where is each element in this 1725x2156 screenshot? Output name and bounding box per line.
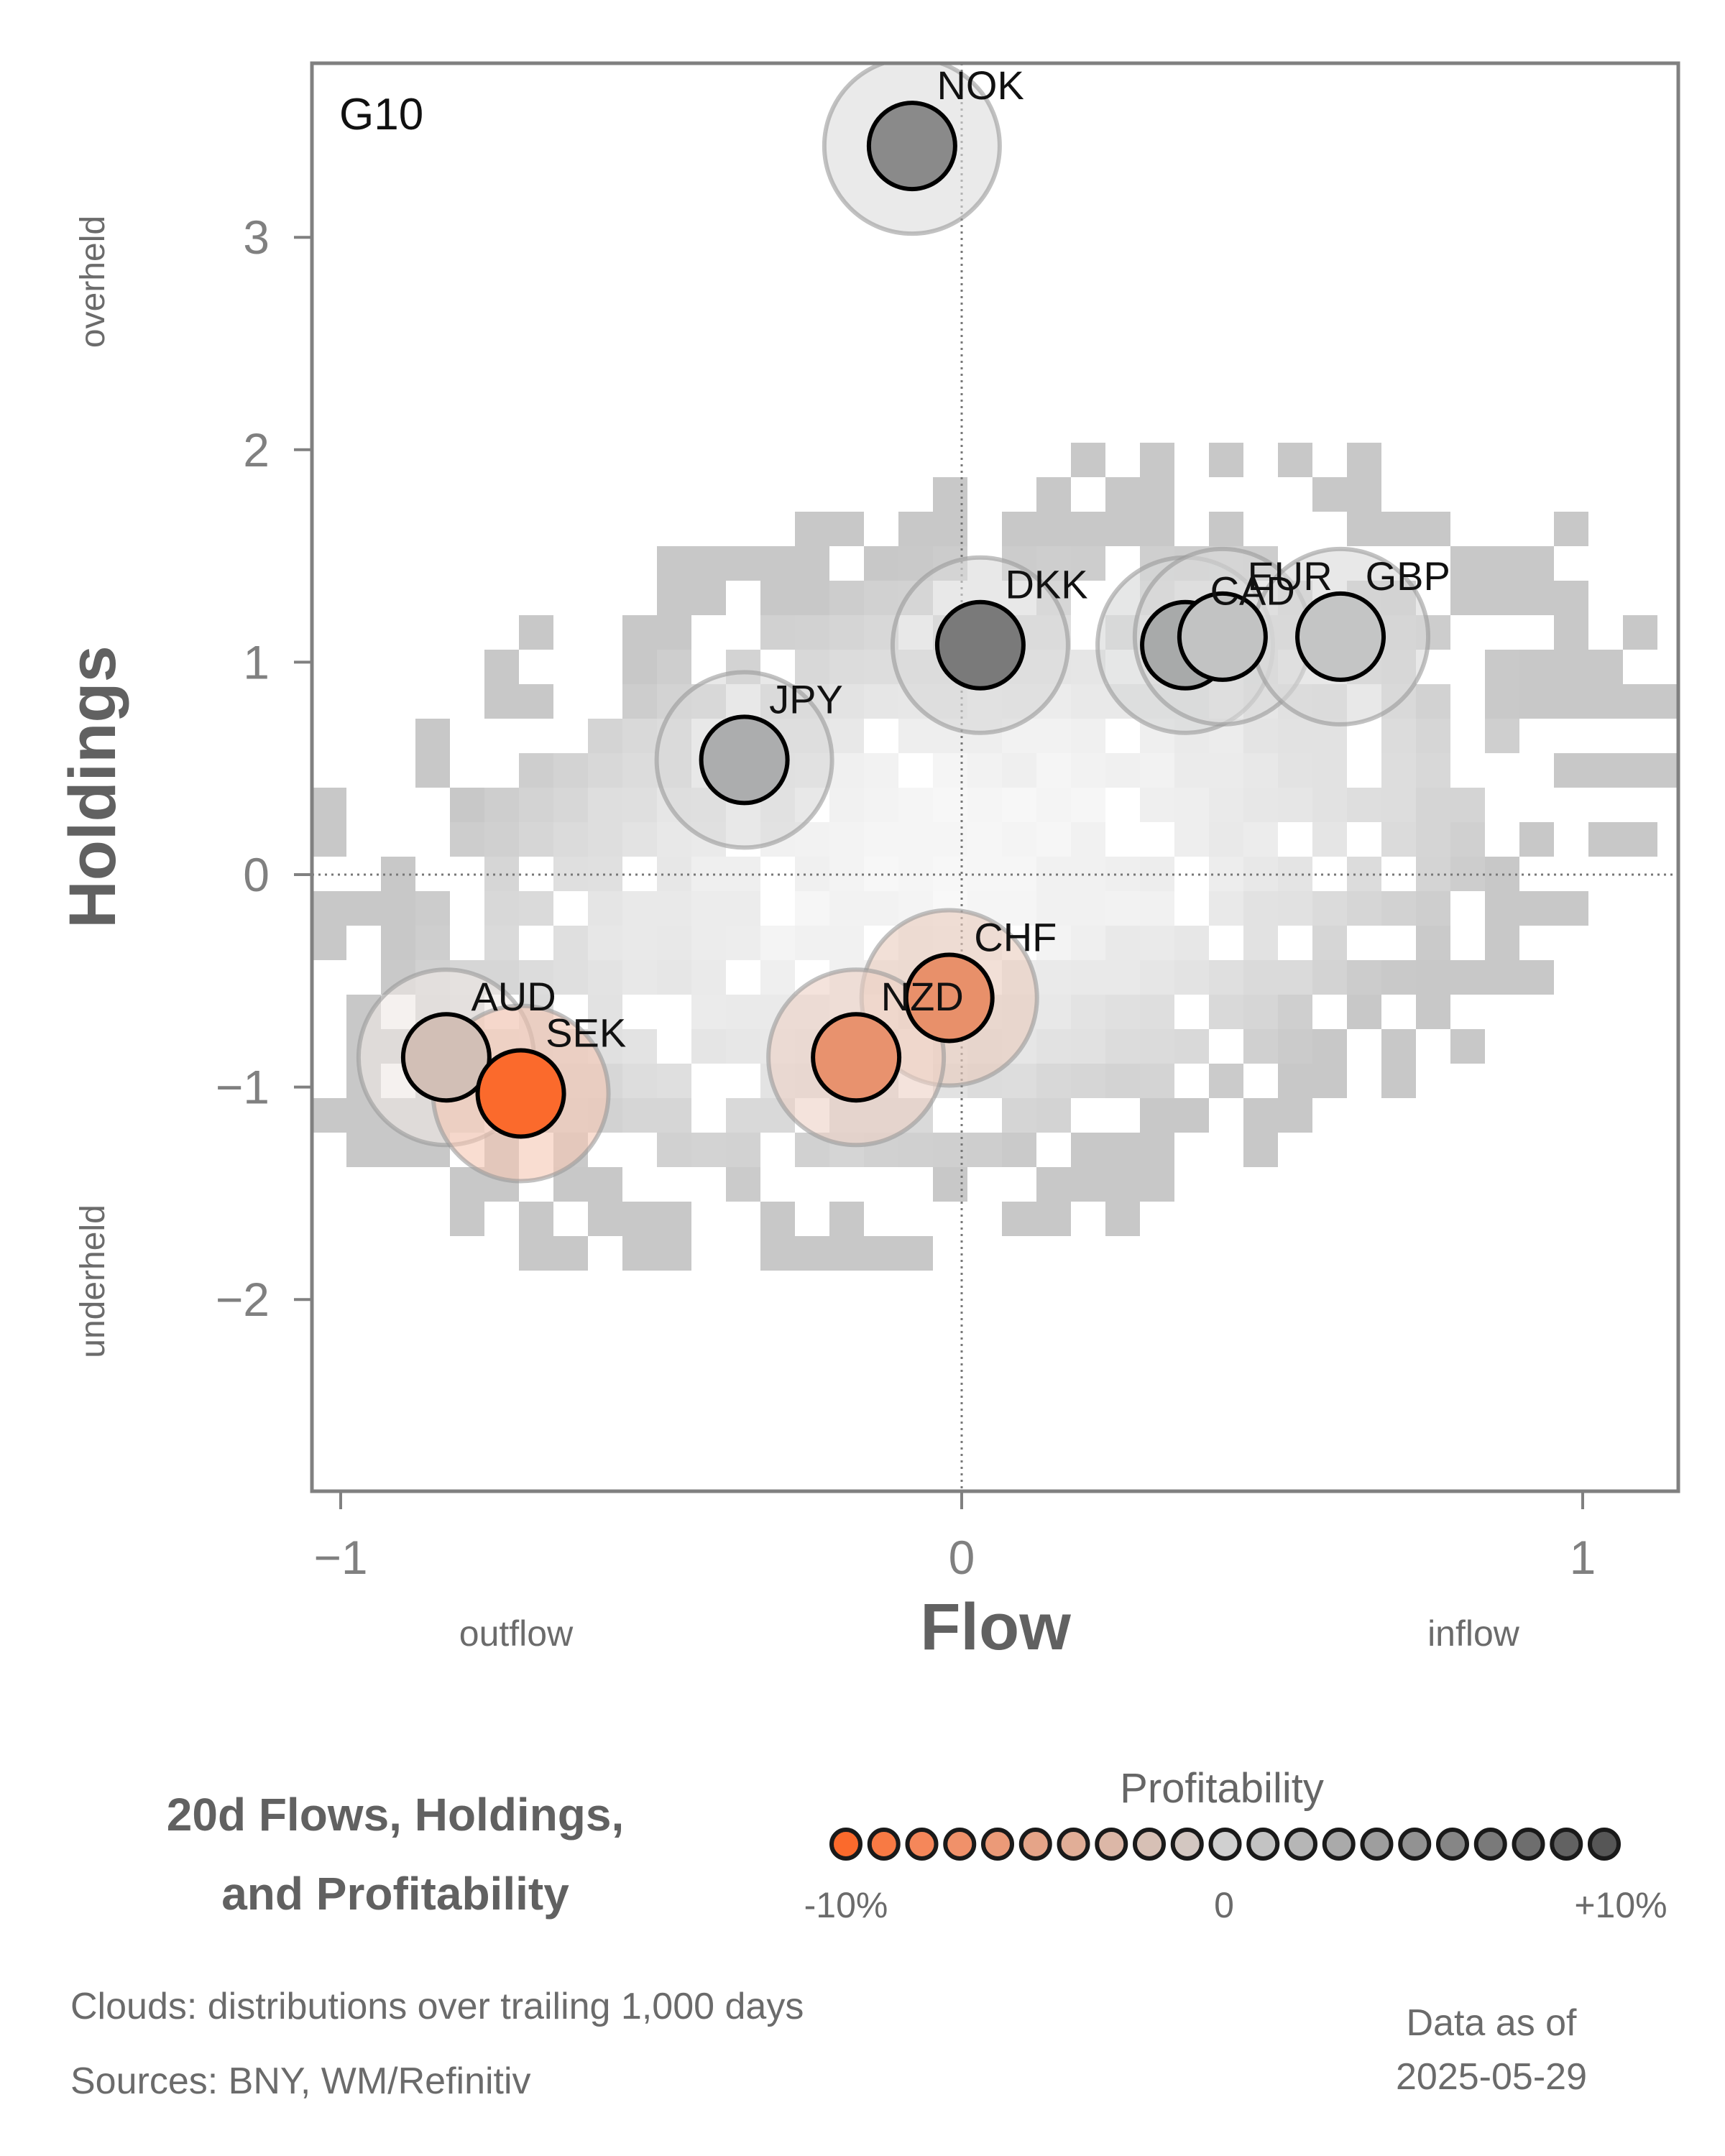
legend-swatch — [1246, 1828, 1280, 1861]
point-dkk[interactable] — [934, 599, 1026, 691]
label-gbp: GBP — [1366, 553, 1450, 599]
point-gbp[interactable] — [1295, 591, 1386, 682]
data-as-of-date: 2025-05-29 — [1396, 2056, 1587, 2098]
legend-swatch — [1360, 1828, 1394, 1861]
label-aud: AUD — [471, 974, 556, 1019]
legend-swatch — [1057, 1828, 1090, 1861]
legend-swatch — [1436, 1828, 1469, 1861]
legend-swatch — [943, 1828, 977, 1861]
legend-swatch — [905, 1828, 939, 1861]
plot-frame — [310, 61, 1680, 1493]
label-nzd: NZD — [881, 974, 964, 1019]
legend-swatch — [1208, 1828, 1242, 1861]
legend-swatch — [829, 1828, 862, 1861]
chart-title-line-2: and Profitability — [221, 1868, 569, 1920]
x-tick-label: 1 — [1570, 1531, 1596, 1584]
chart-title-line-1: 20d Flows, Holdings, — [166, 1789, 625, 1841]
legend-title: Profitability — [1120, 1765, 1324, 1812]
data-as-of-label: Data as of — [1406, 2002, 1577, 2044]
point-sek[interactable] — [475, 1048, 566, 1139]
legend-swatch — [1133, 1828, 1166, 1861]
y-positive-label: overheld — [74, 216, 112, 348]
legend-swatch — [1322, 1828, 1356, 1861]
label-nok: NOK — [937, 63, 1024, 108]
x-axis-title: Flow — [920, 1590, 1071, 1664]
x-positive-label: inflow — [1427, 1613, 1520, 1654]
reference-lines — [312, 63, 1678, 1491]
chart-title: 20d Flows, Holdings, and Profitability — [65, 1775, 726, 1933]
y-tick-label: −2 — [216, 1273, 270, 1326]
x-negative-label: outflow — [459, 1613, 574, 1654]
y-tick-label: 2 — [243, 423, 270, 476]
x-axis-ticks: −1 0 1 — [313, 1491, 1596, 1584]
legend-swatch — [867, 1828, 901, 1861]
label-dkk: DKK — [1005, 562, 1087, 607]
point-jpy[interactable] — [699, 714, 790, 806]
legend-swatch — [1018, 1828, 1052, 1861]
y-tick-label: 3 — [243, 211, 270, 264]
y-tick-label: −1 — [216, 1061, 270, 1114]
point-aud[interactable] — [400, 1012, 492, 1103]
clouds-note: Clouds: distributions over trailing 1,00… — [70, 1986, 804, 2027]
point-chf[interactable] — [903, 952, 995, 1044]
legend-swatch — [1170, 1828, 1204, 1861]
legend-swatch — [1588, 1828, 1621, 1861]
legend-swatch — [1550, 1828, 1583, 1861]
y-negative-label: underheld — [74, 1204, 112, 1358]
sources-note: Sources: BNY, WM/Refinitiv — [70, 2060, 531, 2102]
legend-min-label: -10% — [804, 1885, 888, 1925]
point-nzd[interactable] — [811, 1012, 902, 1103]
y-tick-label: 0 — [243, 848, 270, 901]
legend-swatch — [981, 1828, 1014, 1861]
legend-swatch — [1512, 1828, 1545, 1861]
currency-points — [400, 101, 1386, 1139]
label-sek: SEK — [546, 1010, 626, 1055]
profitability-legend-swatches — [829, 1828, 1621, 1861]
x-tick-label: 0 — [949, 1531, 975, 1584]
y-axis-title: Holdings — [56, 645, 129, 929]
label-cad: CAD — [1210, 568, 1295, 614]
x-tick-label: −1 — [313, 1531, 367, 1584]
label-chf: CHF — [974, 914, 1057, 959]
y-tick-label: 1 — [243, 635, 270, 688]
point-eur[interactable] — [1177, 591, 1268, 682]
legend-swatch — [1284, 1828, 1317, 1861]
y-axis-ticks: −2 −1 0 1 2 3 — [216, 211, 312, 1326]
legend-swatch — [1398, 1828, 1432, 1861]
label-jpy: JPY — [769, 676, 843, 722]
panel-label: G10 — [339, 90, 423, 139]
legend-swatch — [1473, 1828, 1507, 1861]
legend-max-label: +10% — [1574, 1885, 1667, 1925]
label-eur: EUR — [1247, 553, 1332, 599]
legend-swatch — [1095, 1828, 1128, 1861]
legend-mid-label: 0 — [1214, 1885, 1234, 1925]
point-nok[interactable] — [866, 101, 957, 192]
